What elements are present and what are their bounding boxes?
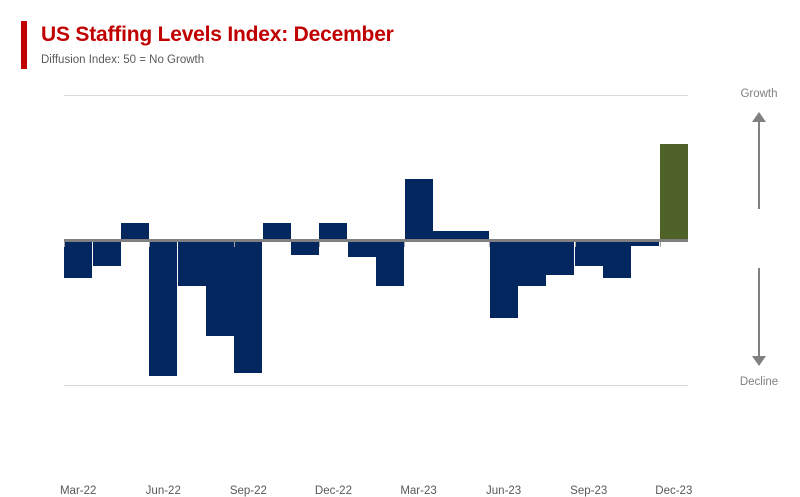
arrow-down-shaft <box>758 268 760 356</box>
bar-Oct-23[interactable] <box>603 240 632 278</box>
bar-Apr-23[interactable] <box>432 231 461 240</box>
bar-Dec-22[interactable] <box>319 222 348 240</box>
x-axis-label-Jun-23: Jun-23 <box>486 485 522 497</box>
bar-Oct-22[interactable] <box>262 222 291 240</box>
chart-header: US Staffing Levels Index: December Diffu… <box>0 0 800 86</box>
x-axis-label-Mar-22: Mar-22 <box>59 485 97 497</box>
baseline-50 <box>64 239 688 242</box>
x-axis-label-Dec-23: Dec-23 <box>655 485 693 497</box>
page-title: US Staffing Levels Index: December <box>41 23 394 46</box>
title-accent-bar <box>21 21 27 69</box>
bar-Aug-23[interactable] <box>546 240 575 275</box>
x-minor-tick <box>660 242 661 247</box>
x-axis-label-Sep-23: Sep-23 <box>570 485 608 497</box>
x-axis-label-Mar-23: Mar-23 <box>400 485 437 497</box>
bar-Sep-23[interactable] <box>574 240 603 267</box>
x-axis-label-Jun-22: Jun-22 <box>145 485 181 497</box>
bar-Dec-23[interactable] <box>659 144 688 240</box>
x-minor-tick <box>575 242 576 247</box>
x-minor-tick <box>234 242 235 247</box>
bar-Mar-22[interactable] <box>64 240 93 278</box>
bar-Jun-22[interactable] <box>149 240 178 377</box>
x-minor-tick <box>149 242 150 247</box>
arrow-down-icon <box>752 356 766 366</box>
bar-Jul-23[interactable] <box>518 240 546 287</box>
bar-Mar-23[interactable] <box>404 179 433 240</box>
x-minor-tick <box>319 242 320 247</box>
decline-label: Decline <box>739 376 779 388</box>
x-minor-tick <box>404 242 405 247</box>
growth-label: Growth <box>740 88 778 100</box>
bar-series <box>64 95 688 385</box>
bar-Nov-22[interactable] <box>291 240 320 255</box>
bar-Jan-23[interactable] <box>347 240 376 258</box>
bar-Jun-23[interactable] <box>489 240 518 319</box>
bar-Jul-22[interactable] <box>177 240 206 287</box>
arrow-up-icon <box>752 112 766 122</box>
x-minor-tick <box>64 242 65 247</box>
bar-Feb-23[interactable] <box>376 240 405 287</box>
direction-annotations: Growth Decline <box>718 88 800 408</box>
chart-subtitle: Diffusion Index: 50 = No Growth <box>41 54 205 66</box>
bar-Nov-23[interactable] <box>631 240 660 246</box>
x-minor-tick <box>489 242 490 247</box>
bar-Apr-22[interactable] <box>92 240 121 267</box>
gridline-45 <box>64 385 688 386</box>
bar-May-23[interactable] <box>461 231 490 240</box>
bar-May-22[interactable] <box>120 222 149 240</box>
gridline-55 <box>64 95 688 96</box>
bar-Sep-22[interactable] <box>234 240 263 374</box>
arrow-up-shaft <box>758 121 760 209</box>
x-axis-label-Sep-22: Sep-22 <box>229 485 267 497</box>
x-axis-label-Dec-22: Dec-22 <box>314 485 352 497</box>
bar-Aug-22[interactable] <box>206 240 234 336</box>
chart-plot-area: 455055 Mar-22Jun-22Sep-22Dec-22Mar-23Jun… <box>60 95 692 497</box>
